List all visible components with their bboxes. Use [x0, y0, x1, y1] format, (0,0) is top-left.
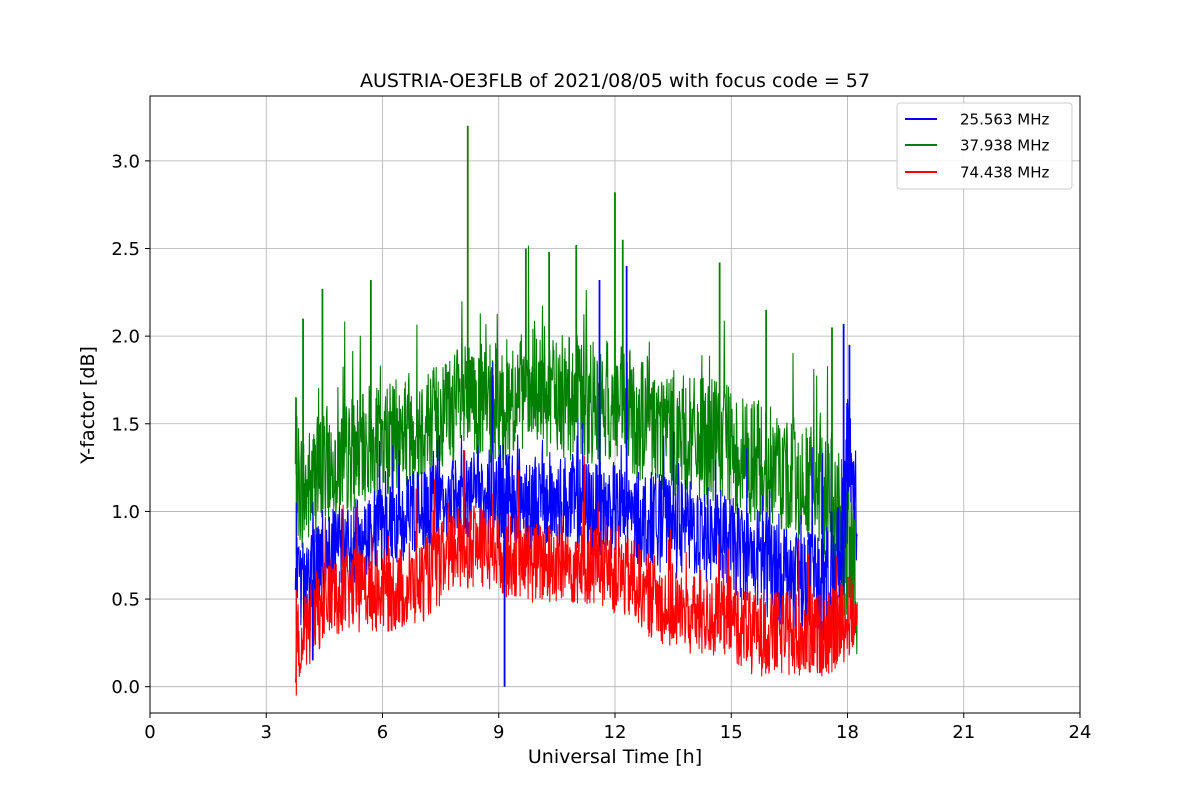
x-tick-label: 9 [493, 722, 504, 743]
chart-title: AUSTRIA-OE3FLB of 2021/08/05 with focus … [360, 70, 870, 92]
x-tick-label: 24 [1069, 722, 1092, 743]
legend-label-37938: 37.938 MHz [960, 137, 1049, 155]
x-tick-label: 0 [144, 722, 155, 743]
legend: 25.563 MHz 37.938 MHz 74.438 MHz [896, 102, 1073, 190]
series-line [294, 361, 858, 646]
y-axis-label: Y-factor [dB] [77, 346, 99, 465]
x-axis-label: Universal Time [h] [528, 746, 702, 768]
y-tick-label: 2.5 [111, 239, 140, 260]
legend-label-25563: 25.563 MHz [960, 111, 1049, 129]
x-tick-label: 6 [377, 722, 388, 743]
series-layer [294, 125, 858, 696]
y-tick-label: 0.5 [111, 590, 140, 611]
x-tick-label: 18 [836, 722, 859, 743]
legend-box [896, 102, 1073, 190]
x-tick-label: 15 [720, 722, 743, 743]
x-tick-label: 3 [261, 722, 272, 743]
y-tick-label: 1.0 [111, 502, 140, 523]
legend-label-74438: 74.438 MHz [960, 164, 1049, 182]
x-tick-label: 12 [604, 722, 627, 743]
y-axis-ticks: 0.0 0.5 1.0 1.5 2.0 2.5 3.0 [111, 151, 150, 698]
y-tick-label: 2.0 [111, 327, 140, 348]
x-tick-label: 21 [952, 722, 975, 743]
y-tick-label: 0.0 [111, 677, 140, 698]
series-line [294, 455, 858, 683]
y-tick-label: 3.0 [111, 151, 140, 172]
x-axis-ticks: 0 3 6 9 12 15 18 21 24 [144, 713, 1091, 743]
y-tick-label: 1.5 [111, 414, 140, 435]
